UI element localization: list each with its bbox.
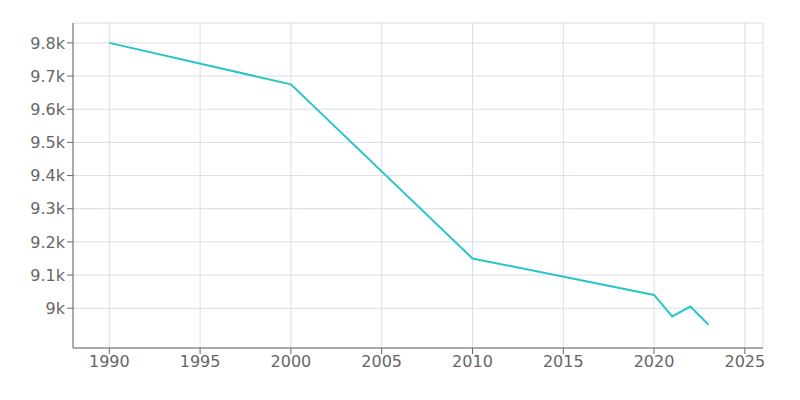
svg-text:9.8k: 9.8k xyxy=(30,34,65,53)
svg-text:9.7k: 9.7k xyxy=(30,67,65,86)
svg-text:9.3k: 9.3k xyxy=(30,199,65,218)
svg-text:9.1k: 9.1k xyxy=(30,266,65,285)
svg-text:9.5k: 9.5k xyxy=(30,133,65,152)
svg-text:2000: 2000 xyxy=(271,352,312,371)
svg-text:2025: 2025 xyxy=(724,352,765,371)
svg-text:9k: 9k xyxy=(46,299,66,318)
svg-text:1990: 1990 xyxy=(89,352,130,371)
svg-text:2005: 2005 xyxy=(361,352,402,371)
svg-text:2010: 2010 xyxy=(452,352,493,371)
svg-text:9.2k: 9.2k xyxy=(30,233,65,252)
svg-text:9.6k: 9.6k xyxy=(30,100,65,119)
svg-text:1995: 1995 xyxy=(180,352,221,371)
svg-text:2020: 2020 xyxy=(634,352,675,371)
svg-text:9.4k: 9.4k xyxy=(30,166,65,185)
svg-text:2015: 2015 xyxy=(543,352,584,371)
